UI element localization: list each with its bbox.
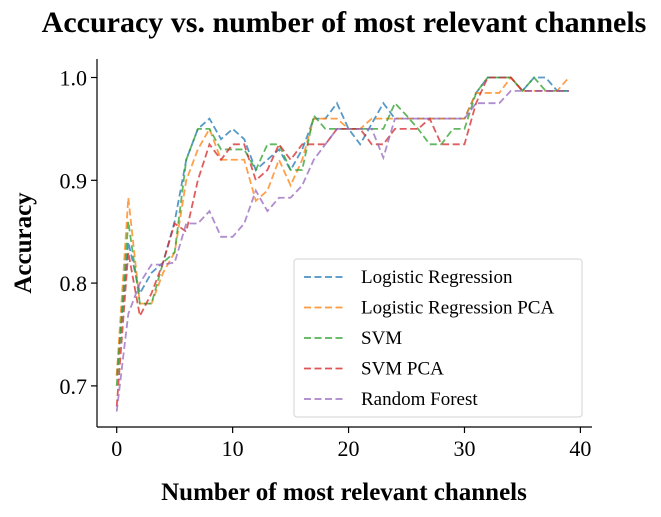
x-tick-label: 30 [453,436,475,461]
x-tick-label: 0 [111,436,122,461]
legend-box [293,258,583,418]
series-line-logistic-regression-pca [115,76,570,376]
y-tick-label: 0.8 [60,271,88,296]
plot-area: 0 10 20 30 40 0.7 0.8 0.9 1.0 [60,59,592,461]
legend-label-logistic-regression-pca: Logistic Regression PCA [361,298,554,319]
x-tick-label: 20 [338,436,360,461]
y-axis-label: Accuracy [10,192,37,294]
series-line-random-forest [115,89,569,412]
series-line-svm-pca [115,76,569,407]
y-tick-label: 1.0 [60,66,88,91]
y-tick-label: 0.9 [60,168,88,193]
chart-title: Accuracy vs. number of most relevant cha… [42,6,647,39]
legend-label-logistic-regression: Logistic Regression [361,267,513,288]
y-tick-label: 0.7 [60,374,88,399]
legend-label-random-forest: Random Forest [361,389,478,410]
x-tick-label: 10 [222,436,244,461]
legend-label-svm-pca: SVM PCA [361,359,444,380]
x-tick-label: 40 [569,436,591,461]
legend: Logistic Regression Logistic Regression P… [293,258,583,418]
legend-label-svm: SVM [361,328,402,349]
x-axis-label: Number of most relevant channels [161,479,527,506]
